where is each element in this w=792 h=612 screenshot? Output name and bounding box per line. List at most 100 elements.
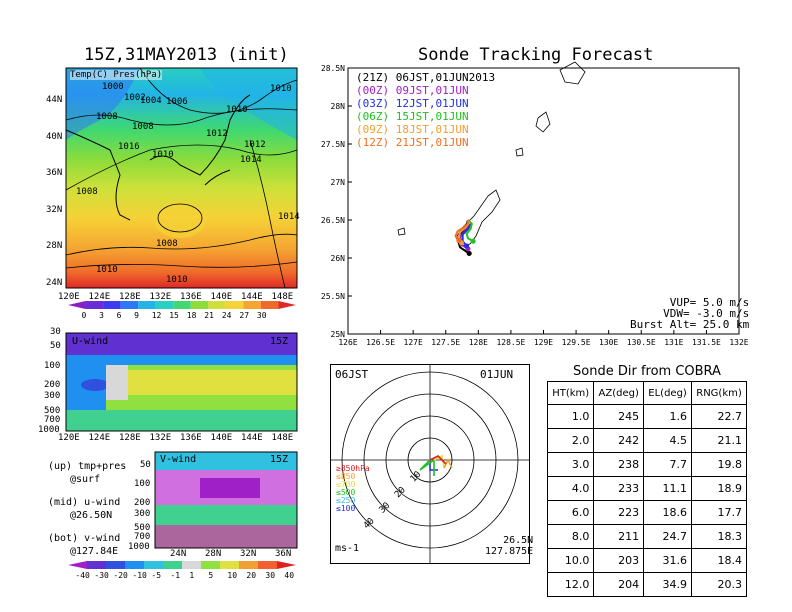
colorbar-label: 12 xyxy=(151,311,162,320)
note-bot: (bot) v-wind @127.84E xyxy=(48,533,121,557)
pressure-label: 500 xyxy=(44,405,61,416)
track-line xyxy=(454,220,469,242)
x-tick-label: 132E xyxy=(729,338,748,347)
colorbar-swatch xyxy=(103,301,121,309)
colorbar-label: 21 xyxy=(204,311,214,320)
pressure-label: 200 xyxy=(44,380,61,391)
colorbar-swatch xyxy=(125,561,144,569)
island-outline xyxy=(397,227,406,236)
track-params: VUP= 5.0 m/s VDW= -3.0 m/s Burst Alt= 25.0… xyxy=(630,297,749,330)
colorbar-label: 1 xyxy=(189,571,195,580)
table-cell: 34.9 xyxy=(643,572,693,597)
x-tick-label: 127.5E xyxy=(431,338,460,347)
colorbar-label: 24 xyxy=(221,311,232,320)
colorbar-label: -10 xyxy=(132,571,147,580)
table-row: 2.0 242 4.5 21.1 xyxy=(546,428,747,453)
colorbar-swatch xyxy=(182,561,201,569)
colorbar-swatch xyxy=(260,301,279,309)
colorbar-label: -40 xyxy=(75,571,90,580)
y-tick-label: 28N xyxy=(331,102,346,111)
left-panels xyxy=(65,67,298,569)
colorbar-swatch xyxy=(278,301,296,309)
colorbar-swatch xyxy=(106,561,125,569)
x-tick-label: 129E xyxy=(534,338,553,347)
colorbar-swatch xyxy=(68,561,87,569)
table-cell: 7.7 xyxy=(643,452,693,477)
track-endpoint xyxy=(470,238,476,244)
table-cell: 233 xyxy=(593,476,645,501)
temperature-colorbar xyxy=(68,301,296,309)
legend-entry: (00Z) 09JST,01JUN xyxy=(356,84,469,97)
uwind-title: U-wind xyxy=(72,336,109,347)
table-cell: 10.0 xyxy=(546,548,595,573)
colorbar-label: 18 xyxy=(186,311,197,320)
legend-entry: (12Z) 21JST,01JUN xyxy=(356,136,469,149)
table-cell: 242 xyxy=(593,428,645,453)
table-cell: 31.6 xyxy=(643,548,693,573)
colorbar-swatch xyxy=(208,301,226,309)
lon-label: 128E xyxy=(119,433,141,443)
lon-label: 132E xyxy=(149,292,172,302)
colorbar-swatch xyxy=(201,561,220,569)
table-row: 4.0 233 11.1 18.9 xyxy=(546,476,747,501)
map-legend-label: Temp(C) Pres(hPa) xyxy=(70,70,163,80)
lat-label: 32N xyxy=(46,204,63,215)
track-legend: (21Z) 06JST,01JUN2013 (00Z) 09JST,01JUN (0… xyxy=(356,71,495,149)
legend-entry: (09Z) 18JST,01JUN xyxy=(356,123,469,136)
lon-label: 140E xyxy=(210,292,233,302)
colorbar-label: 20 xyxy=(246,571,257,580)
x-tick-label: 127E xyxy=(404,338,423,347)
table-cell: 238 xyxy=(593,452,645,477)
pressure-label: 100 xyxy=(134,478,151,489)
pressure-label: 500 xyxy=(134,523,151,534)
colorbar-swatch xyxy=(173,301,191,309)
lat-label: 32N xyxy=(240,549,257,559)
pressure-label: 30 xyxy=(50,327,61,337)
vwind-time: 15Z xyxy=(270,454,289,465)
colorbar-swatch xyxy=(220,561,239,569)
colorbar-swatch xyxy=(155,301,174,309)
hodograph-segment xyxy=(419,458,435,476)
table-cell: 18.9 xyxy=(691,476,747,501)
table-cell: 20.3 xyxy=(691,572,747,597)
table-cell: 24.7 xyxy=(643,524,693,549)
wind-colorbar xyxy=(68,561,296,569)
isobar-label: 1002 xyxy=(124,93,146,103)
colorbar-swatch xyxy=(138,301,156,309)
radar-key-entry: ≥850hPa xyxy=(336,464,370,473)
table-cell: 2.0 xyxy=(546,428,595,453)
lon-label: 136E xyxy=(180,292,202,302)
lat-label: 28N xyxy=(46,241,63,251)
lon-label: 144E xyxy=(241,292,263,302)
radar-key-entry: ≤250 xyxy=(336,496,356,505)
radar-time-left: 06JST xyxy=(335,368,369,381)
table-cell: 4.0 xyxy=(546,476,595,501)
legend-entry: (03Z) 12JST,01JUN xyxy=(356,97,469,110)
track-line xyxy=(465,219,474,243)
table-cell: 211 xyxy=(593,524,645,549)
note-mid: (mid) u-wind @26.50N xyxy=(48,497,121,521)
y-tick-label: 25N xyxy=(331,330,346,339)
lon-label: 148E xyxy=(271,433,294,443)
table-cell: 203 xyxy=(593,548,645,573)
isobar-label: 1010 xyxy=(152,150,174,160)
colorbar-swatch xyxy=(144,561,163,569)
x-tick-label: 129.5E xyxy=(562,338,591,347)
table-header-cell: HT(km) xyxy=(546,381,595,405)
pressure-label: 100 xyxy=(44,360,61,371)
x-tick-label: 128.5E xyxy=(496,338,525,347)
radar-key-entry: ≤500 xyxy=(336,488,356,497)
map-title: 15Z,31MAY2013 (init) xyxy=(84,45,289,65)
colorbar-swatch xyxy=(120,301,139,309)
chart-title: Sonde Tracking Forecast xyxy=(418,45,654,65)
sonde-table: HT(km) AZ(deg) EL(deg) RNG(km) 1.0 245 1.6 22.… xyxy=(546,381,747,597)
colorbar-label: 15 xyxy=(169,311,179,320)
colorbar-label: 40 xyxy=(284,571,295,580)
lat-label: 24N xyxy=(170,549,187,559)
param-line: VDW= -3.0 m/s xyxy=(663,307,750,320)
table-cell: 18.4 xyxy=(691,548,747,573)
x-tick-label: 130E xyxy=(599,338,618,347)
pressure-label: 300 xyxy=(134,509,151,520)
track-chart: 126E 126.5E 127E 127.5E 128E 128.5E 129E 129.5E… xyxy=(321,61,749,347)
table-row: 6.0 223 18.6 17.7 xyxy=(546,500,747,525)
